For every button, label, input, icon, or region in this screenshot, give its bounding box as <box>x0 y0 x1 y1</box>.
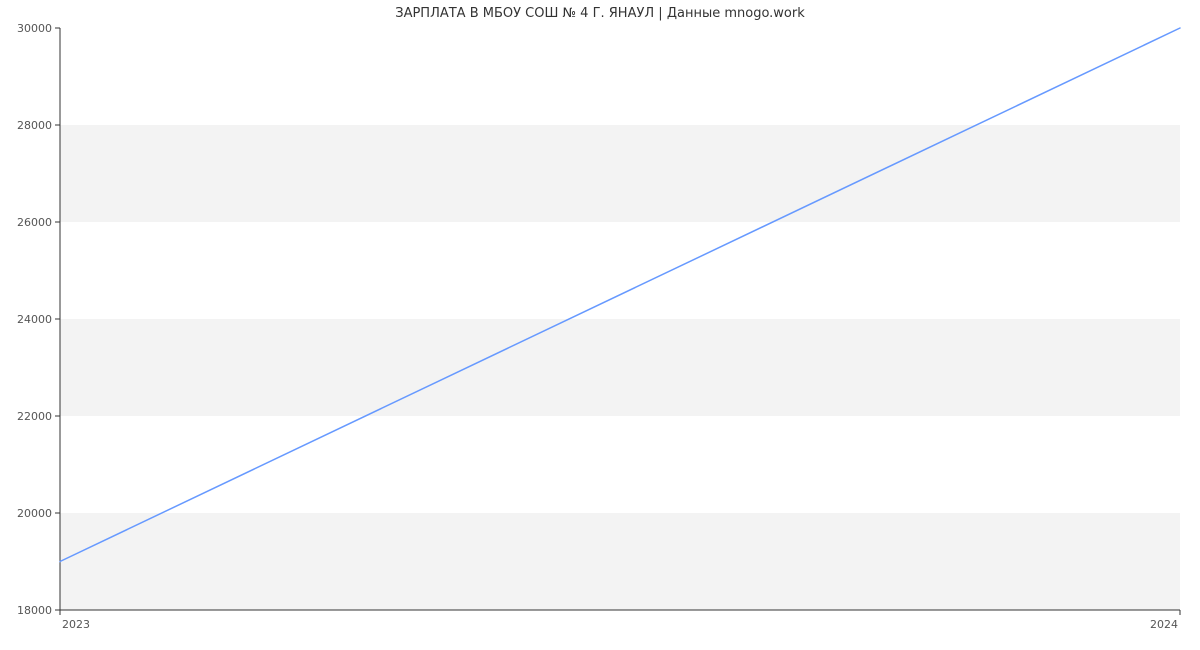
y-tick-label: 20000 <box>17 507 52 520</box>
x-tick-label: 2023 <box>62 618 90 631</box>
grid-band <box>60 222 1180 319</box>
y-tick-label: 28000 <box>17 119 52 132</box>
chart-container: ЗАРПЛАТА В МБОУ СОШ № 4 Г. ЯНАУЛ | Данны… <box>0 0 1200 650</box>
chart-svg: 18000 20000 22000 24000 26000 28000 30000 2023 2… <box>0 0 1200 650</box>
y-tick-label: 26000 <box>17 216 52 229</box>
y-tick-label: 22000 <box>17 410 52 423</box>
x-tick-label: 2024 <box>1150 618 1178 631</box>
y-tick-label: 18000 <box>17 604 52 617</box>
grid-band <box>60 28 1180 125</box>
grid-band <box>60 416 1180 513</box>
grid-band <box>60 319 1180 416</box>
y-tick-label: 30000 <box>17 22 52 35</box>
y-tick-label: 24000 <box>17 313 52 326</box>
grid-band <box>60 125 1180 222</box>
grid-band <box>60 513 1180 610</box>
